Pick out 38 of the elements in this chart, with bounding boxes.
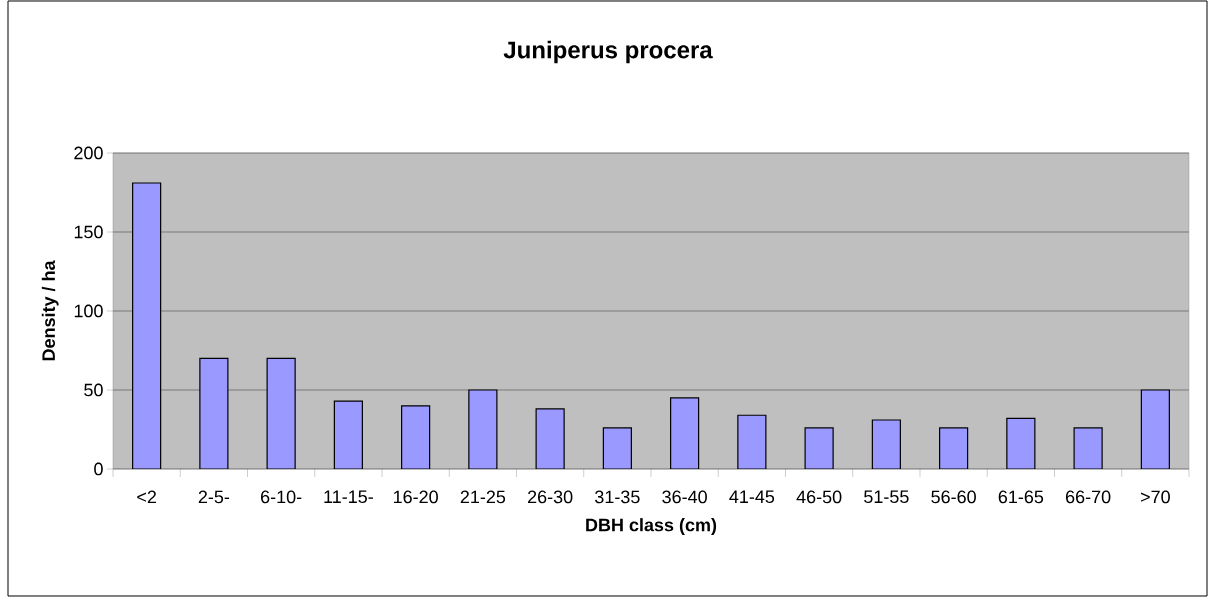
bar (199, 357, 229, 469)
x-tick-label: 16-20 (393, 490, 438, 504)
bar (737, 414, 767, 469)
y-tick-label: 0 (94, 462, 103, 476)
bar (1006, 417, 1036, 469)
bar (132, 182, 162, 469)
bar (602, 427, 632, 469)
x-tick-label: 36-40 (662, 490, 707, 504)
bar (535, 408, 565, 469)
bar (266, 357, 296, 469)
bar (871, 419, 901, 469)
x-tick-label: >70 (1140, 490, 1170, 504)
bar (939, 427, 969, 469)
x-tick-label: 51-55 (864, 490, 909, 504)
bar (1140, 389, 1170, 469)
x-tick-label: 21-25 (460, 490, 506, 504)
bar (670, 397, 700, 469)
x-tick-label: 6-10- (261, 490, 302, 504)
chart-title: Juniperus procera (503, 40, 713, 64)
x-tick-label: 41-45 (729, 490, 775, 504)
y-tick-label: 50 (84, 383, 103, 397)
x-tick-label: <2 (137, 490, 156, 504)
y-tick-label: 100 (74, 304, 103, 318)
x-tick-label: 2-5- (198, 490, 230, 504)
bar (401, 405, 431, 469)
x-tick-label: 31-35 (595, 490, 640, 504)
bar (333, 400, 363, 469)
y-tick-label: 150 (74, 225, 103, 239)
x-tick-label: 11-15- (324, 490, 373, 504)
y-tick-label: 200 (74, 146, 103, 160)
y-axis-title: Density / ha (41, 260, 59, 361)
x-tick-label: 56-60 (931, 490, 976, 504)
x-axis-title: DBH class (cm) (586, 518, 717, 535)
x-tick-label: 61-65 (998, 490, 1044, 504)
x-tick-label: 26-30 (528, 490, 573, 504)
x-tick-label: 66-70 (1066, 490, 1111, 504)
bar (468, 389, 498, 469)
x-tick-label: 46-50 (796, 490, 842, 504)
